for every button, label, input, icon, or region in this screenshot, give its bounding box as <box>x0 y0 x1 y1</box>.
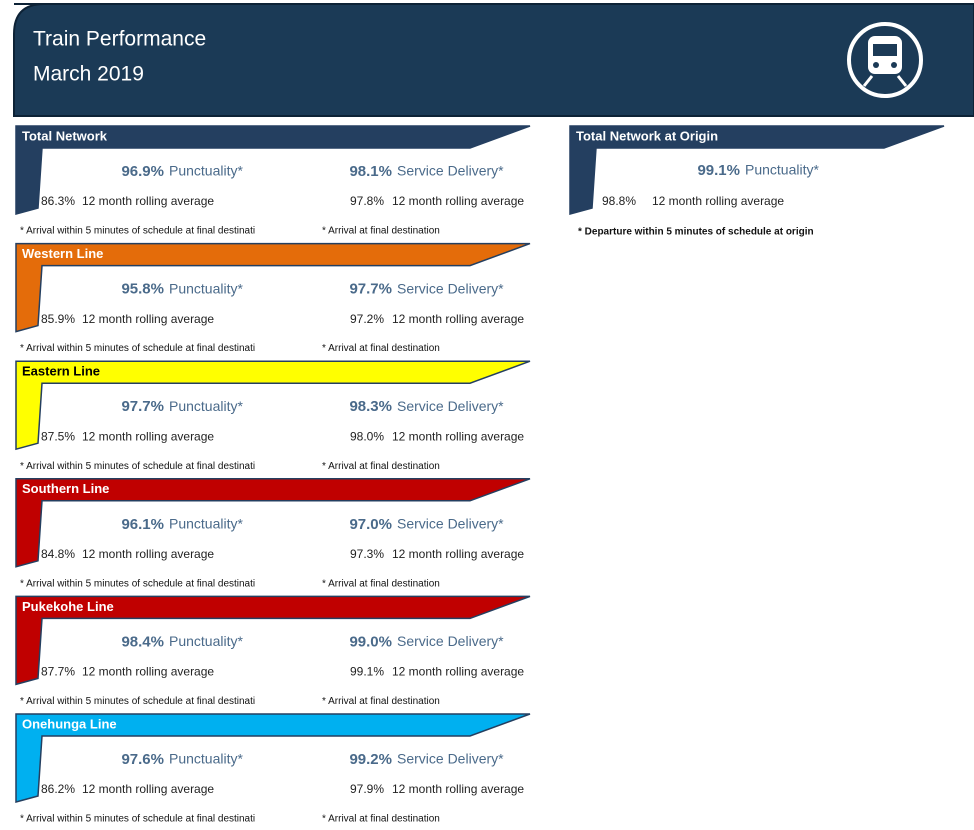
punctuality-value: 96.1% <box>121 516 164 533</box>
average-label: 12 month rolling average <box>652 194 784 208</box>
punctuality-average: 98.8% <box>602 194 636 208</box>
average-label: 12 month rolling average <box>82 782 214 796</box>
average-label: 12 month rolling average <box>82 312 214 326</box>
punctuality-label: Punctuality* <box>169 633 243 649</box>
section-banner <box>15 713 531 803</box>
punctuality-label: Punctuality* <box>745 162 819 178</box>
service-delivery-label: Service Delivery* <box>397 163 504 179</box>
punctuality-value: 97.7% <box>121 398 164 415</box>
service-delivery-average: 99.1% <box>350 665 384 679</box>
footnote: * Departure within 5 minutes of schedule… <box>578 227 814 238</box>
section-name: Eastern Line <box>22 364 100 379</box>
section-banner <box>15 125 531 215</box>
service-delivery-label: Service Delivery* <box>397 398 504 414</box>
average-label: 12 month rolling average <box>392 547 524 561</box>
punctuality-average: 86.2% <box>41 782 75 796</box>
punctuality-label: Punctuality* <box>169 516 243 532</box>
punctuality-average: 87.5% <box>41 429 75 443</box>
average-label: 12 month rolling average <box>82 194 214 208</box>
average-label: 12 month rolling average <box>392 312 524 326</box>
section-name: Onehunga Line <box>22 716 117 731</box>
section-name: Pukekohe Line <box>22 599 114 614</box>
average-label: 12 month rolling average <box>392 782 524 796</box>
header-title: Train Performance <box>33 28 206 51</box>
punctuality-average: 84.8% <box>41 547 75 561</box>
punctuality-value: 96.9% <box>121 163 164 180</box>
section-name: Total Network at Origin <box>576 128 718 143</box>
footnote-punctuality: * Arrival within 5 minutes of schedule a… <box>20 226 255 237</box>
service-delivery-average: 98.0% <box>350 429 384 443</box>
average-label: 12 month rolling average <box>82 547 214 561</box>
service-delivery-value: 98.1% <box>349 163 392 180</box>
footnote-service: * Arrival at final destination <box>322 226 440 237</box>
footnote-punctuality: * Arrival within 5 minutes of schedule a… <box>20 814 255 825</box>
punctuality-value: 98.4% <box>121 633 164 650</box>
service-delivery-label: Service Delivery* <box>397 751 504 767</box>
section-banner <box>15 595 531 686</box>
service-delivery-value: 99.2% <box>349 751 392 768</box>
footnote-punctuality: * Arrival within 5 minutes of schedule a… <box>20 696 255 707</box>
average-label: 12 month rolling average <box>392 429 524 443</box>
service-delivery-value: 97.0% <box>349 516 392 533</box>
punctuality-label: Punctuality* <box>169 398 243 414</box>
footnote-service: * Arrival at final destination <box>322 461 440 472</box>
footnote-service: * Arrival at final destination <box>322 578 440 589</box>
footnote-service: * Arrival at final destination <box>322 696 440 707</box>
section-name: Southern Line <box>22 481 109 496</box>
service-delivery-label: Service Delivery* <box>397 633 504 649</box>
punctuality-label: Punctuality* <box>169 751 243 767</box>
header-banner <box>13 3 974 117</box>
section-banner <box>15 242 531 333</box>
service-delivery-value: 99.0% <box>349 633 392 650</box>
service-delivery-value: 98.3% <box>349 398 392 415</box>
punctuality-average: 87.7% <box>41 665 75 679</box>
footnote-service: * Arrival at final destination <box>322 814 440 825</box>
train-icon <box>847 22 923 98</box>
section-banner <box>15 478 531 568</box>
service-delivery-average: 97.3% <box>350 547 384 561</box>
service-delivery-value: 97.7% <box>349 281 392 298</box>
service-delivery-label: Service Delivery* <box>397 516 504 532</box>
footnote-punctuality: * Arrival within 5 minutes of schedule a… <box>20 343 255 354</box>
service-delivery-label: Service Delivery* <box>397 280 504 296</box>
punctuality-value: 95.8% <box>121 281 164 298</box>
punctuality-value: 97.6% <box>121 751 164 768</box>
average-label: 12 month rolling average <box>82 665 214 679</box>
punctuality-label: Punctuality* <box>169 163 243 179</box>
footnote-punctuality: * Arrival within 5 minutes of schedule a… <box>20 461 255 472</box>
punctuality-value: 99.1% <box>697 162 740 179</box>
header-subtitle: March 2019 <box>33 63 144 86</box>
service-delivery-average: 97.2% <box>350 312 384 326</box>
footnote-service: * Arrival at final destination <box>322 343 440 354</box>
average-label: 12 month rolling average <box>82 429 214 443</box>
section-name: Western Line <box>22 246 103 261</box>
service-delivery-average: 97.9% <box>350 782 384 796</box>
punctuality-average: 85.9% <box>41 312 75 326</box>
average-label: 12 month rolling average <box>392 194 524 208</box>
section-banner <box>15 360 531 451</box>
punctuality-label: Punctuality* <box>169 280 243 296</box>
section-name: Total Network <box>22 128 108 143</box>
service-delivery-average: 97.8% <box>350 194 384 208</box>
punctuality-average: 86.3% <box>41 194 75 208</box>
average-label: 12 month rolling average <box>392 665 524 679</box>
section-banner <box>569 125 945 215</box>
footnote-punctuality: * Arrival within 5 minutes of schedule a… <box>20 578 255 589</box>
